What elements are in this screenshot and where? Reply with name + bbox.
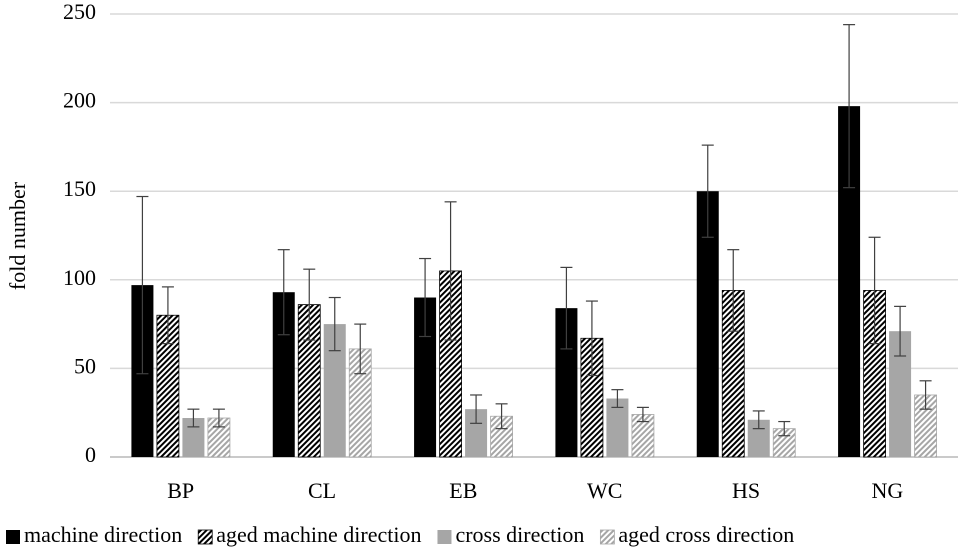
bar: [272, 292, 295, 457]
error-bar: [277, 249, 290, 336]
y-tick-label: 200: [63, 88, 96, 113]
error-bar: [560, 266, 573, 350]
legend-label: aged cross direction: [618, 522, 794, 547]
legend-swatch: [6, 530, 20, 544]
legend-swatch: [437, 530, 452, 544]
bar: [555, 308, 578, 457]
error-bar: [187, 408, 200, 428]
legend-label: cross direction: [455, 522, 584, 547]
error-bar: [136, 195, 149, 375]
bar: [606, 398, 629, 457]
bar: [838, 106, 861, 458]
legend-swatch: [197, 529, 213, 545]
x-tick-label: EB: [449, 478, 477, 503]
error-bar: [701, 144, 714, 238]
y-tick-label: 50: [74, 353, 96, 378]
legend-swatch: [599, 529, 615, 545]
error-bar: [495, 403, 508, 430]
x-tick-label: WC: [587, 478, 622, 503]
x-tick-label: BP: [167, 478, 194, 503]
error-bar: [752, 410, 765, 430]
error-bar: [919, 380, 932, 410]
x-tick-label: HS: [732, 478, 760, 503]
bar: [182, 418, 205, 457]
legend-label: machine direction: [24, 522, 182, 547]
y-axis-title: fold number: [5, 181, 30, 290]
y-tick-label: 150: [63, 176, 96, 201]
x-tick-label: NG: [871, 478, 903, 503]
error-bar: [636, 406, 649, 423]
error-bar: [727, 249, 740, 332]
bar: [696, 191, 719, 457]
error-bar: [585, 300, 598, 377]
error-bar: [212, 408, 225, 428]
error-bar: [328, 296, 341, 352]
legend-label: aged machine direction: [216, 522, 421, 547]
error-bar: [161, 286, 174, 345]
error-bar: [611, 389, 624, 408]
y-tick-label: 100: [63, 265, 96, 290]
error-bar: [444, 201, 457, 341]
error-bar: [843, 24, 856, 189]
bar: [414, 297, 437, 457]
error-bar: [303, 268, 316, 341]
y-tick-label: 250: [63, 0, 96, 24]
error-bar: [419, 257, 432, 338]
error-bar: [354, 323, 367, 375]
bar: [465, 409, 488, 457]
bar: [323, 324, 346, 457]
error-bar: [778, 420, 791, 437]
error-bar: [894, 305, 907, 357]
error-bar: [868, 236, 881, 345]
bar: [889, 331, 912, 457]
x-tick-label: CL: [308, 478, 336, 503]
error-bar: [470, 394, 483, 424]
y-tick-label: 0: [85, 442, 96, 467]
